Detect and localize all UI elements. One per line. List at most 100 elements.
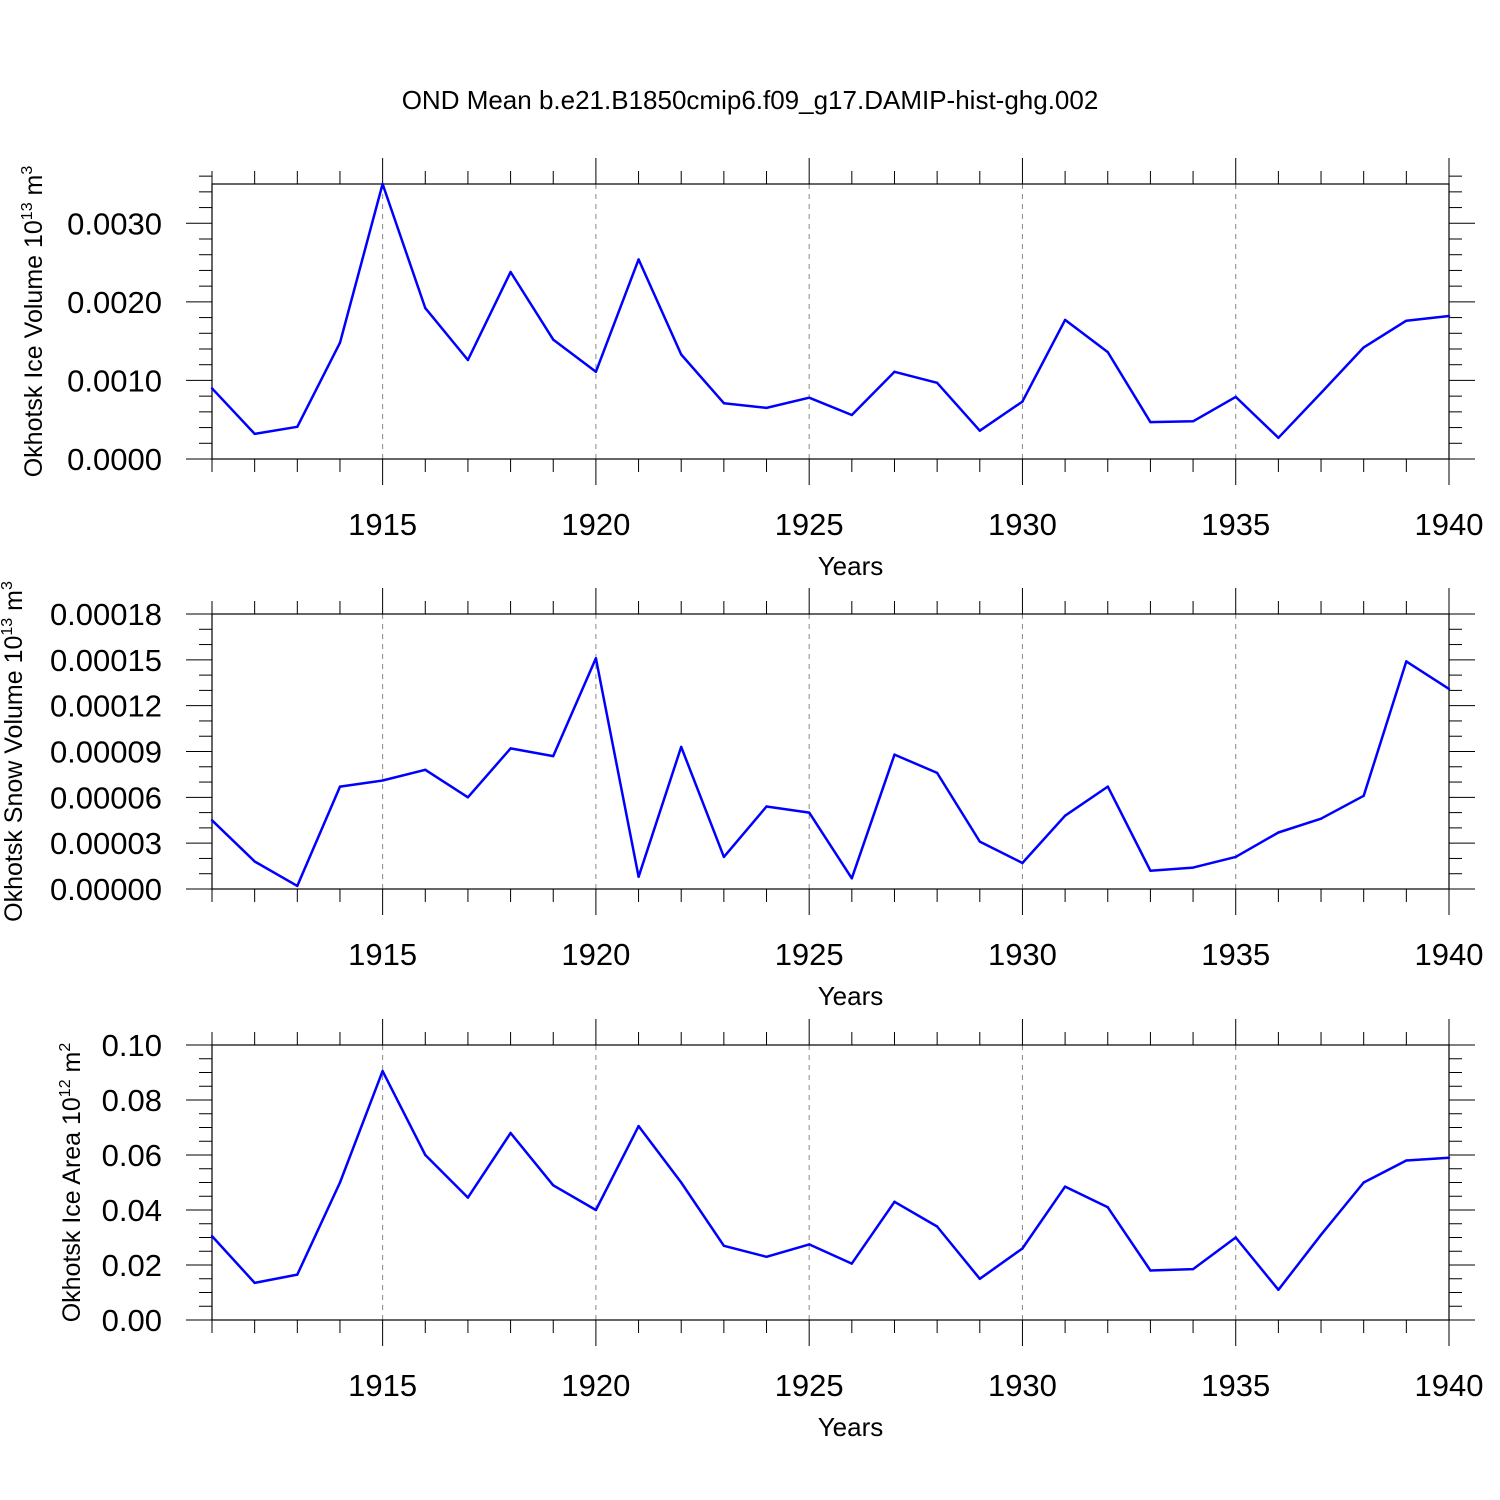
data-point [1149,1269,1152,1272]
data-point [210,387,214,390]
data-point [1319,817,1323,820]
y-axis-label: Okhotsk Ice Area 1012 m2 [57,1043,86,1323]
y-tick-label: 0.10 [102,1028,162,1063]
data-point [1191,420,1195,423]
x-tick-label: 1920 [561,1368,630,1403]
data-point [1063,814,1067,817]
series-line [211,1069,1450,1292]
data-point [1191,866,1195,869]
data-point [1063,1185,1067,1188]
data-point [1447,314,1451,318]
x-tick-label: 1935 [1201,507,1270,542]
y-tick-label: 0.0000 [67,442,162,477]
data-point [552,338,555,341]
figure-title: OND Mean b.e21.B1850cmip6.f09_g17.DAMIP-… [402,85,1099,115]
y-tick-label: 0.00012 [50,689,162,724]
data-point [893,753,896,756]
y-tick-label: 0.08 [102,1083,162,1118]
data-point [637,1124,640,1128]
x-tick-label: 1935 [1201,937,1270,972]
x-tick-label: 1915 [348,1368,417,1403]
data-point [978,429,981,432]
x-axis-label: Years [818,551,884,581]
data-point [296,1273,299,1276]
x-tick-label: 1935 [1201,1368,1270,1403]
panel-ice-volume: 1915 1920 1925 1930 1935 1940 0.0000 0.0010 0.00… [19,158,1483,581]
data-point [1447,687,1451,691]
y-tick-label: 0.00009 [50,735,162,770]
data-point [1277,831,1280,834]
data-point [338,341,342,344]
data-point [1234,1236,1237,1239]
x-tick-label: 1940 [1415,937,1484,972]
data-point [935,381,939,384]
panel-snow-volume: 1915 1920 1925 1930 1935 1940 0.00000 0.00003 0.… [0,581,1483,1011]
data-point [850,1262,854,1265]
data-point [1106,785,1109,788]
data-point [807,396,811,399]
data-point [1021,861,1024,865]
plot-frame [211,183,1450,460]
x-tick-label: 1920 [561,507,630,542]
data-point [1319,391,1323,395]
data-point [338,1181,342,1184]
data-point [765,406,768,410]
data-point [424,1153,427,1157]
data-point [552,754,555,758]
data-point [466,1196,470,1199]
data-point [1149,869,1152,872]
data-point [637,875,640,878]
x-tick-label: 1940 [1415,507,1484,542]
data-point [1319,1233,1323,1236]
x-tick-label: 1920 [561,937,630,972]
data-point [1021,1247,1024,1250]
data-point [253,432,256,436]
data-point [1277,1288,1280,1291]
data-point [637,258,640,261]
data-point [509,747,512,750]
data-point [680,353,683,356]
data-point [978,840,981,843]
data-point [1405,319,1408,322]
y-tick-label: 0.00006 [50,780,162,815]
data-point [1362,1181,1365,1184]
data-point [1405,660,1408,663]
data-point [296,425,299,428]
x-tick-label: 1940 [1415,1368,1484,1403]
y-tick-label: 0.00000 [50,872,162,907]
y-tick-label: 0.00018 [50,597,162,632]
data-point [466,796,470,799]
data-point [893,370,896,373]
data-point [466,358,470,362]
data-point [594,657,598,660]
data-point [807,1243,811,1246]
data-point [509,1131,512,1135]
y-tick-label: 0.00003 [50,826,162,861]
panel-ice-area: 1915 1920 1925 1930 1935 1940 0.00 0.02 0.04 0.06… [57,1019,1483,1442]
data-point [893,1200,896,1203]
data-point [680,745,683,749]
data-point [509,270,512,274]
data-point [1362,794,1365,798]
x-tick-label: 1925 [775,937,844,972]
data-point [935,1225,939,1228]
plot-frame [211,613,1450,890]
x-tick-label: 1930 [988,937,1057,972]
y-tick-label: 0.00015 [50,643,162,678]
data-point [1149,420,1152,424]
data-point [1106,1206,1109,1209]
y-tick-label: 0.0030 [67,206,162,241]
data-point [1021,400,1024,403]
y-tick-label: 0.06 [102,1138,162,1173]
data-point [381,779,384,782]
data-point [1362,346,1365,349]
x-tick-label: 1930 [988,507,1057,542]
data-point [381,1069,384,1073]
data-point [381,182,384,186]
series-line [211,657,1450,888]
data-point [680,1181,683,1184]
data-point [722,402,726,405]
y-axis-label: Okhotsk Snow Volume 1013 m3 [0,581,28,922]
data-point [1191,1267,1195,1271]
